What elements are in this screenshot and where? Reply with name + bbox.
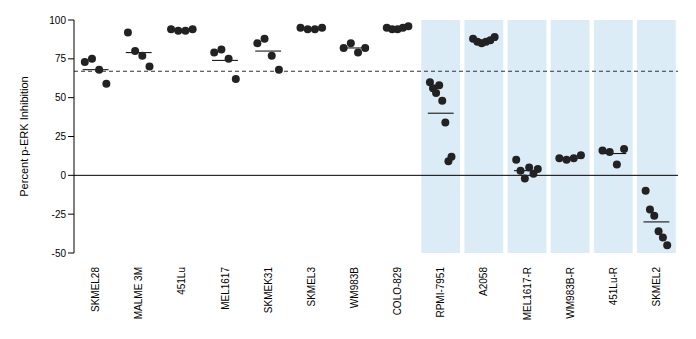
svg-text:451Lu-R: 451Lu-R <box>608 267 619 305</box>
svg-text:75: 75 <box>55 53 67 64</box>
svg-text:SKMEL28: SKMEL28 <box>90 267 101 312</box>
svg-text:25: 25 <box>55 131 67 142</box>
svg-text:Percent p-ERK Inhibition: Percent p-ERK Inhibition <box>18 76 30 196</box>
svg-text:A2058: A2058 <box>478 267 489 296</box>
svg-text:SKMEK31: SKMEK31 <box>263 267 274 314</box>
svg-text:MALME 3M: MALME 3M <box>133 267 144 319</box>
svg-text:50: 50 <box>55 92 67 103</box>
svg-text:WM983B-R: WM983B-R <box>565 267 576 319</box>
svg-text:MEL1617: MEL1617 <box>220 267 231 310</box>
svg-text:0: 0 <box>60 170 66 181</box>
svg-text:100: 100 <box>49 15 66 26</box>
svg-text:-50: -50 <box>52 248 67 259</box>
svg-text:SKMEL3: SKMEL3 <box>306 267 317 307</box>
svg-text:MEL1617-R: MEL1617-R <box>522 267 533 320</box>
svg-text:WM983B: WM983B <box>349 267 360 308</box>
svg-text:COLO-829: COLO-829 <box>392 267 403 316</box>
svg-text:451Lu: 451Lu <box>176 267 187 295</box>
svg-text:RPMI-7951: RPMI-7951 <box>435 267 446 318</box>
svg-text:SKMEL2: SKMEL2 <box>651 267 662 307</box>
svg-text:-25: -25 <box>52 209 67 220</box>
